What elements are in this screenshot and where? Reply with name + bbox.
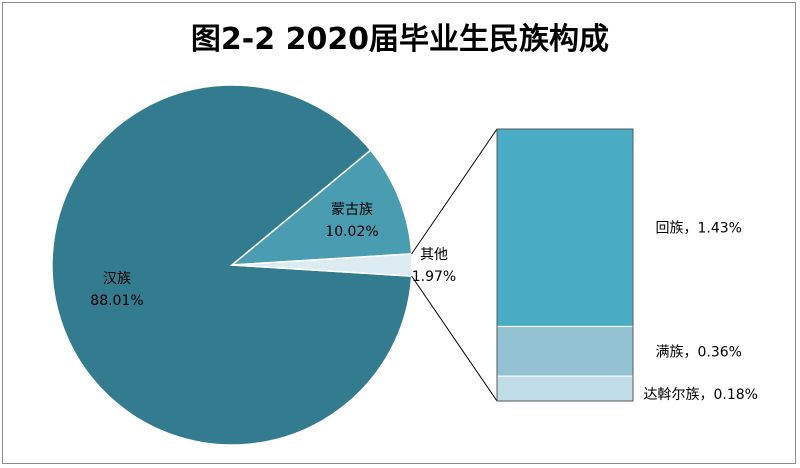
label-man: 满族，0.36% [656,344,742,360]
bar-segment-man [496,325,634,377]
label-mongol-value: 10.02% [325,224,378,240]
connector-bottom [411,275,498,402]
label-other-name: 其他 [420,247,448,263]
pie-slice-other [231,253,413,277]
pie-slice-mongol [229,149,413,266]
label-daur: 达斡尔族，0.18% [644,387,758,403]
bar-segment-daur [496,375,634,402]
label-other-value: 1.97% [412,269,456,285]
label-han-name: 汉族 [103,271,131,287]
labels-group: 汉族 88.01% 蒙古族 10.02% 其他 1.97% 回族，1.43% 满族，0.36%… [90,202,758,403]
label-hui: 回族，1.43% [656,221,742,237]
pie-group [51,84,413,446]
label-mongol-name: 蒙古族 [331,202,373,218]
bar-border [496,128,634,402]
connector-top [411,128,498,255]
label-han-value: 88.01% [90,293,143,309]
connector-lines [411,128,498,402]
bar-segment-hui [496,128,634,327]
breakdown-bar [496,128,634,402]
chart-title: 图2-2 2020届毕业生民族构成 [190,22,610,57]
